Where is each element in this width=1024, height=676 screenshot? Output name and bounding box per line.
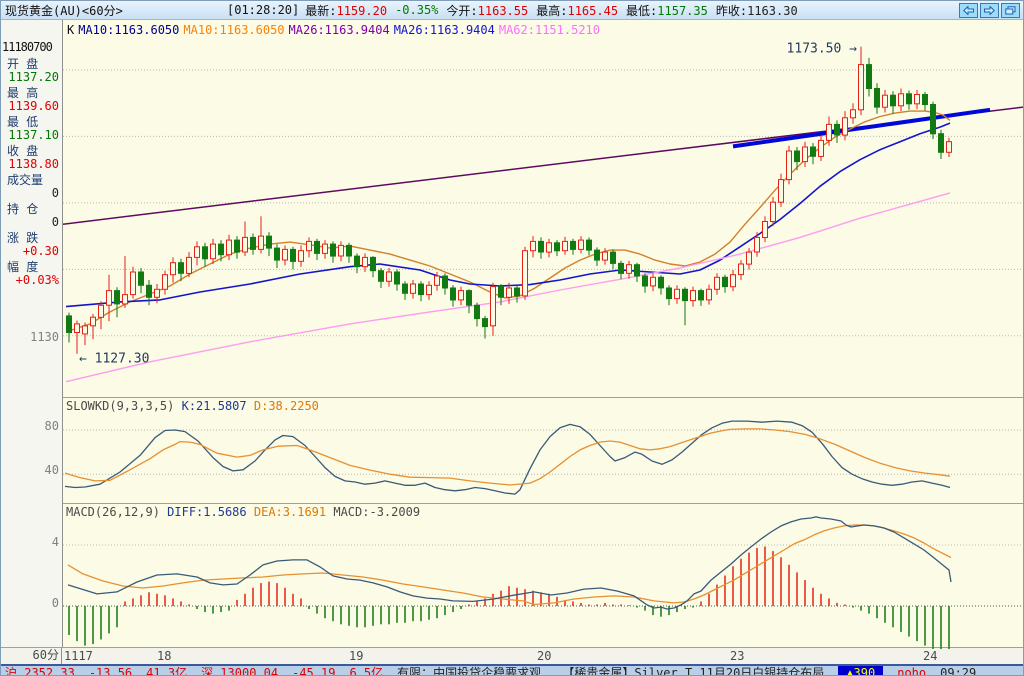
quote-last: 最新:1159.20 [305, 3, 388, 18]
quote-open: 今开:1163.55 [446, 3, 529, 18]
sh-index-volume: 41.3亿 [146, 666, 188, 676]
sz-index-quote: 深 13000.04 [201, 666, 279, 676]
news-ticker-1[interactable]: 有限：中国投贷企稳要求观… [397, 666, 549, 676]
instrument-title: 现货黄金(AU)<60分> [5, 3, 123, 18]
kd-axis-label-80: 80 [44, 419, 59, 433]
stat-low: 最 低 1137.10 [7, 115, 59, 142]
sidebar-quote-panel: 11180700 开 盘 1137.20 最 高 1139.60 最 低 1137.1… [1, 20, 63, 647]
quote-time: [01:28:20] [227, 3, 300, 17]
ma-legend: K MA10:1163.6050 MA10:1163.6050 MA26:116… [63, 20, 1023, 40]
cascade-windows-icon[interactable] [1001, 3, 1020, 18]
stat-change-pct: 幅 度 +0.03% [7, 260, 59, 287]
time-label: 20 [537, 649, 552, 663]
sh-index-change: -13.56 [88, 666, 133, 676]
macd-panel[interactable]: MACD(26,12,9) DIFF:1.5686 DEA:3.1691 MAC… [63, 503, 1023, 649]
candlestick-chart[interactable]: 1173.50 → ← 1127.30 [63, 40, 1023, 397]
period-label: 60分 [1, 648, 62, 664]
macd-axis-label-4: 4 [51, 535, 59, 549]
stat-change: 涨 跌 +0.30 [7, 231, 59, 258]
time-label: 24 [923, 649, 938, 663]
chart-column: K MA10:1163.6050 MA10:1163.6050 MA26:116… [63, 20, 1023, 649]
slowkd-panel[interactable]: SLOWKD(9,3,3,5) K:21.5807 D:38.2250 [63, 397, 1023, 503]
time-label: 19 [349, 649, 364, 663]
stat-volume: 成交量 0 [7, 173, 59, 200]
legend-ma10-a: MA10:1163.6050 [78, 23, 180, 37]
kd-axis-label-40: 40 [44, 463, 59, 477]
svg-text:1173.50 →: 1173.50 → [787, 42, 858, 57]
stat-open: 开 盘 1137.20 [7, 57, 59, 84]
time-label: 1117 [64, 649, 93, 663]
legend-ma26-b: MA26:1163.9404 [393, 23, 495, 37]
time-axis-labels: 1117 18 19 20 23 24 [62, 648, 1023, 664]
status-time: 09:29 [940, 666, 977, 676]
legend-k: K [67, 23, 75, 37]
legend-ma10-b: MA10:1163.6050 [183, 23, 285, 37]
status-flag: noho [897, 666, 927, 676]
stat-close: 收 盘 1138.80 [7, 144, 59, 171]
time-axis: 60分 1117 18 19 20 23 24 [1, 647, 1023, 664]
sz-index-change: -45.19 [292, 666, 336, 676]
legend-ma26-a: MA26:1163.9404 [288, 23, 390, 37]
window-nav-buttons [959, 3, 1020, 18]
macd-header: MACD(26,12,9) DIFF:1.5686 DEA:3.1691 MAC… [66, 505, 421, 519]
time-label: 23 [730, 649, 745, 663]
alert-badge: ▲390 [838, 666, 884, 675]
contract-code: 11180700 [2, 40, 53, 54]
sidebar-stats: 开 盘 1137.20 最 高 1139.60 最 低 1137.10 收 盘 1138… [1, 58, 62, 287]
slowkd-header: SLOWKD(9,3,3,5) K:21.5807 D:38.2250 [66, 399, 319, 413]
forward-arrow-icon[interactable] [980, 3, 999, 18]
price-axis-label: 1130 [30, 330, 59, 344]
status-ticker-bar: 沪 2352.33 -13.56 41.3亿 深 13000.04 -45.19… [1, 664, 1023, 676]
stat-high: 最 高 1139.60 [7, 86, 59, 113]
time-label: 18 [157, 649, 172, 663]
quote-low: 最低:1157.35 [626, 3, 708, 18]
quote-prev-close: 昨收:1163.30 [715, 3, 798, 18]
top-quote-bar: 现货黄金(AU)<60分> [01:28:20] 最新:1159.20 -0.3… [1, 1, 1023, 20]
quote-change-pct: -0.35% [395, 3, 439, 17]
quote-high: 最高:1165.45 [536, 3, 619, 18]
legend-ma62: MA62:1151.5210 [498, 23, 601, 37]
sh-index-quote: 沪 2352.33 [5, 666, 75, 676]
back-arrow-icon[interactable] [959, 3, 978, 18]
sz-index-volume: 6.5亿 [349, 666, 384, 676]
svg-text:← 1127.30: ← 1127.30 [79, 351, 149, 366]
macd-axis-label-0: 0 [51, 596, 59, 610]
news-ticker-2[interactable]: 【稀贵金属】Silver_T…11月20日白银持仓布局 [562, 666, 825, 676]
